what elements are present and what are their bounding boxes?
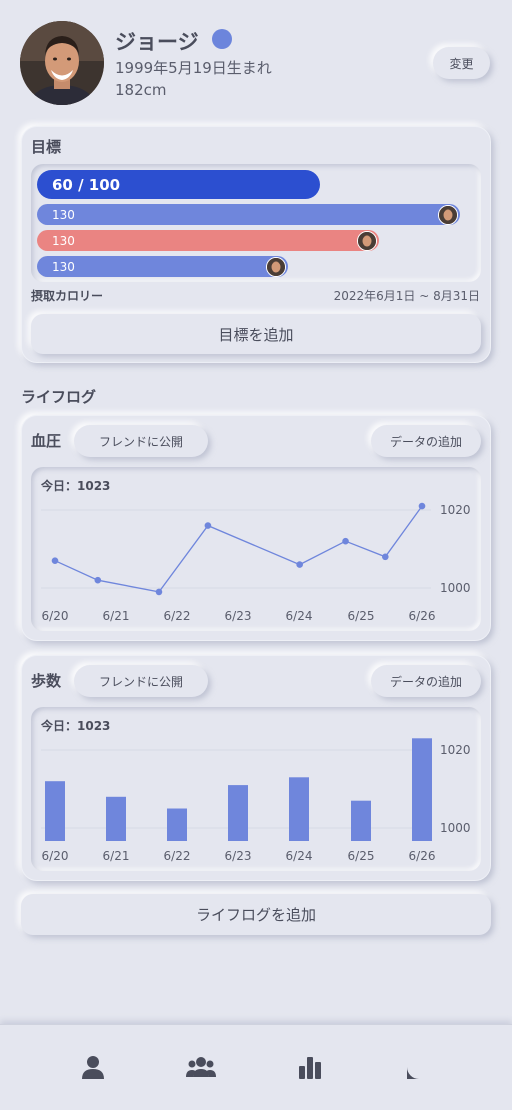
bar[interactable] [351,800,371,841]
status-dot [212,29,232,49]
goal-bar-label: 130 [52,233,75,248]
add-data-button[interactable]: データの追加 [371,665,481,697]
x-tick-label: 6/22 [164,609,191,623]
person-photo-icon [20,21,104,105]
bar[interactable] [106,796,126,841]
profile-name: ジョージ [115,30,199,54]
bar[interactable] [167,808,187,842]
group-icon[interactable] [185,1051,217,1083]
y-tick-label: 1020 [440,503,471,517]
bar[interactable] [45,781,65,841]
today-value: 今日：1023 [41,719,111,733]
y-tick-label: 1020 [440,743,471,757]
bar-chart-icon[interactable] [294,1051,326,1083]
lifelog-title: ライフログ [21,388,97,406]
blood-pressure-line-chart: 1020 1000 6/20 6/21 6/22 6/23 6/24 6/25 6/26 [41,502,471,623]
chat-icon[interactable] [403,1051,435,1083]
x-tick-label: 6/26 [409,609,436,623]
series-line [54,505,423,593]
card-title: 歩数 [31,672,62,690]
x-tick-label: 6/20 [42,849,69,863]
friend-avatar-icon [357,230,377,251]
x-tick-label: 6/22 [164,849,191,863]
chart-panel [31,467,481,631]
goal-progress-bar[interactable]: 130 [37,256,288,277]
data-point[interactable] [296,561,303,568]
goal-progress-bar[interactable]: 130 [37,204,460,225]
bar[interactable] [228,785,248,841]
goal-bar-label: 130 [52,207,75,222]
data-point[interactable] [155,588,163,596]
x-tick-label: 6/21 [103,609,130,623]
goal-main-progress-bar[interactable]: 60 / 100 [37,170,320,199]
friend-avatar-icon [438,204,458,225]
x-tick-label: 6/24 [286,609,313,623]
add-data-button[interactable]: データの追加 [371,425,481,457]
card-title: 血圧 [31,432,62,450]
x-tick-label: 6/21 [103,849,130,863]
x-tick-label: 6/25 [348,849,375,863]
profile-birthdate: 1999年5月19日生まれ [115,59,272,77]
goal-metric-label: 摂取カロリー [31,289,104,303]
goal-bar-label: 130 [52,259,75,274]
data-point[interactable] [204,522,212,529]
add-goal-button[interactable]: 目標を追加 [31,314,481,354]
profile-height: 182cm [115,81,167,99]
goal-progress-bar[interactable]: 130 [37,230,379,251]
goals-title: 目標 [31,138,62,156]
y-tick-label: 1000 [440,821,471,835]
data-point[interactable] [94,576,102,584]
x-tick-label: 6/26 [409,849,436,863]
bar[interactable] [412,738,432,841]
data-point[interactable] [418,502,426,510]
share-with-friends-button[interactable]: フレンドに公開 [74,425,208,457]
edit-profile-button[interactable]: 変更 [433,47,490,79]
add-lifelog-button[interactable]: ライフログを追加 [21,894,491,935]
data-point[interactable] [382,553,389,561]
chart-panel [31,707,481,871]
data-point[interactable] [342,537,349,545]
x-tick-label: 6/23 [225,609,252,623]
steps-bar-chart: 1020 1000 6/20 6/21 6/22 6/23 6/24 6/25 6/26 [41,738,471,863]
friend-avatar-icon [266,256,286,277]
profile-avatar[interactable] [20,21,104,105]
x-tick-label: 6/23 [225,849,252,863]
x-tick-label: 6/20 [42,609,69,623]
x-tick-label: 6/24 [286,849,313,863]
today-value: 今日：1023 [41,479,111,493]
person-icon[interactable] [77,1051,109,1083]
data-point[interactable] [51,557,59,564]
goal-date-range: 2022年6月1日 ~ 8月31日 [333,289,480,303]
x-tick-label: 6/25 [348,609,375,623]
bar[interactable] [289,777,309,841]
y-tick-label: 1000 [440,581,471,595]
goal-main-label: 60 / 100 [52,175,121,194]
share-with-friends-button[interactable]: フレンドに公開 [74,665,208,697]
bottom-nav [0,1024,512,1110]
